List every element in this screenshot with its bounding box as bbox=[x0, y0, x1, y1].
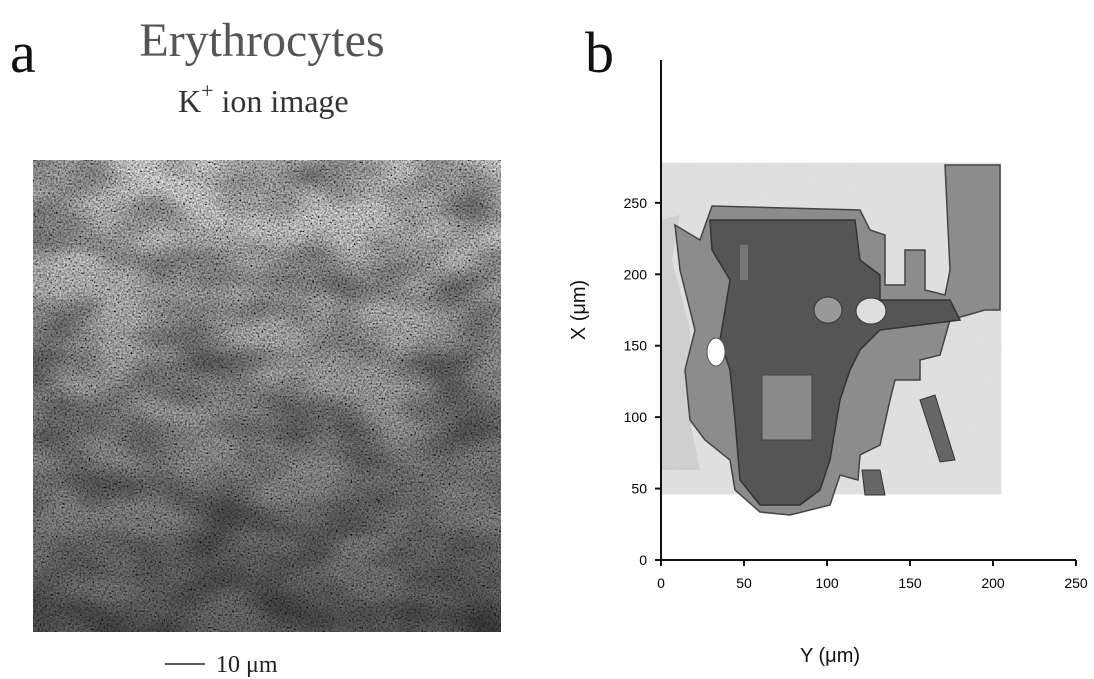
panel-a: a Erythrocytes K+ ion image 10 μm bbox=[10, 14, 501, 678]
x-tick-label: 50 bbox=[736, 575, 752, 591]
subtitle-rest: ion image bbox=[214, 83, 349, 119]
contour-small bbox=[919, 394, 956, 463]
panel-title: Erythrocytes bbox=[139, 14, 384, 67]
y-tick-label: 50 bbox=[631, 481, 647, 497]
y-tick-label: 150 bbox=[624, 338, 648, 354]
subtitle-sup: + bbox=[201, 78, 213, 103]
panel-subtitle: K+ ion image bbox=[178, 78, 349, 119]
scale-bar-label: 10 μm bbox=[216, 652, 278, 678]
y-tick-label: 100 bbox=[624, 409, 648, 425]
panel-label: a bbox=[10, 20, 36, 85]
panel-label: b bbox=[585, 20, 614, 85]
contour-patch bbox=[740, 245, 748, 280]
contour-spot bbox=[855, 297, 887, 325]
x-tick-label: 150 bbox=[898, 575, 922, 591]
x-tick-label: 0 bbox=[657, 575, 665, 591]
y-tick-label: 200 bbox=[624, 266, 648, 282]
contour-spot bbox=[706, 337, 726, 367]
y-tick-label: 250 bbox=[624, 195, 648, 211]
x-tick-label: 100 bbox=[815, 575, 839, 591]
panel-b: b X (μm) Y (μm) 0 50 100 150 200 250 0 50 100 150… bbox=[568, 20, 1088, 667]
y-tick-label: 0 bbox=[639, 552, 647, 568]
y-axis-label: X (μm) bbox=[568, 280, 590, 340]
contours bbox=[661, 164, 1001, 516]
x-axis-label: Y (μm) bbox=[800, 645, 860, 667]
contour-small bbox=[861, 469, 886, 496]
x-tick-label: 250 bbox=[1064, 575, 1088, 591]
ion-image-shade bbox=[33, 160, 501, 632]
contour-spot bbox=[813, 296, 843, 324]
x-tick-label: 200 bbox=[981, 575, 1005, 591]
subtitle-main: K bbox=[178, 83, 201, 119]
contour-patch bbox=[761, 374, 813, 441]
contour-light bbox=[661, 215, 700, 470]
